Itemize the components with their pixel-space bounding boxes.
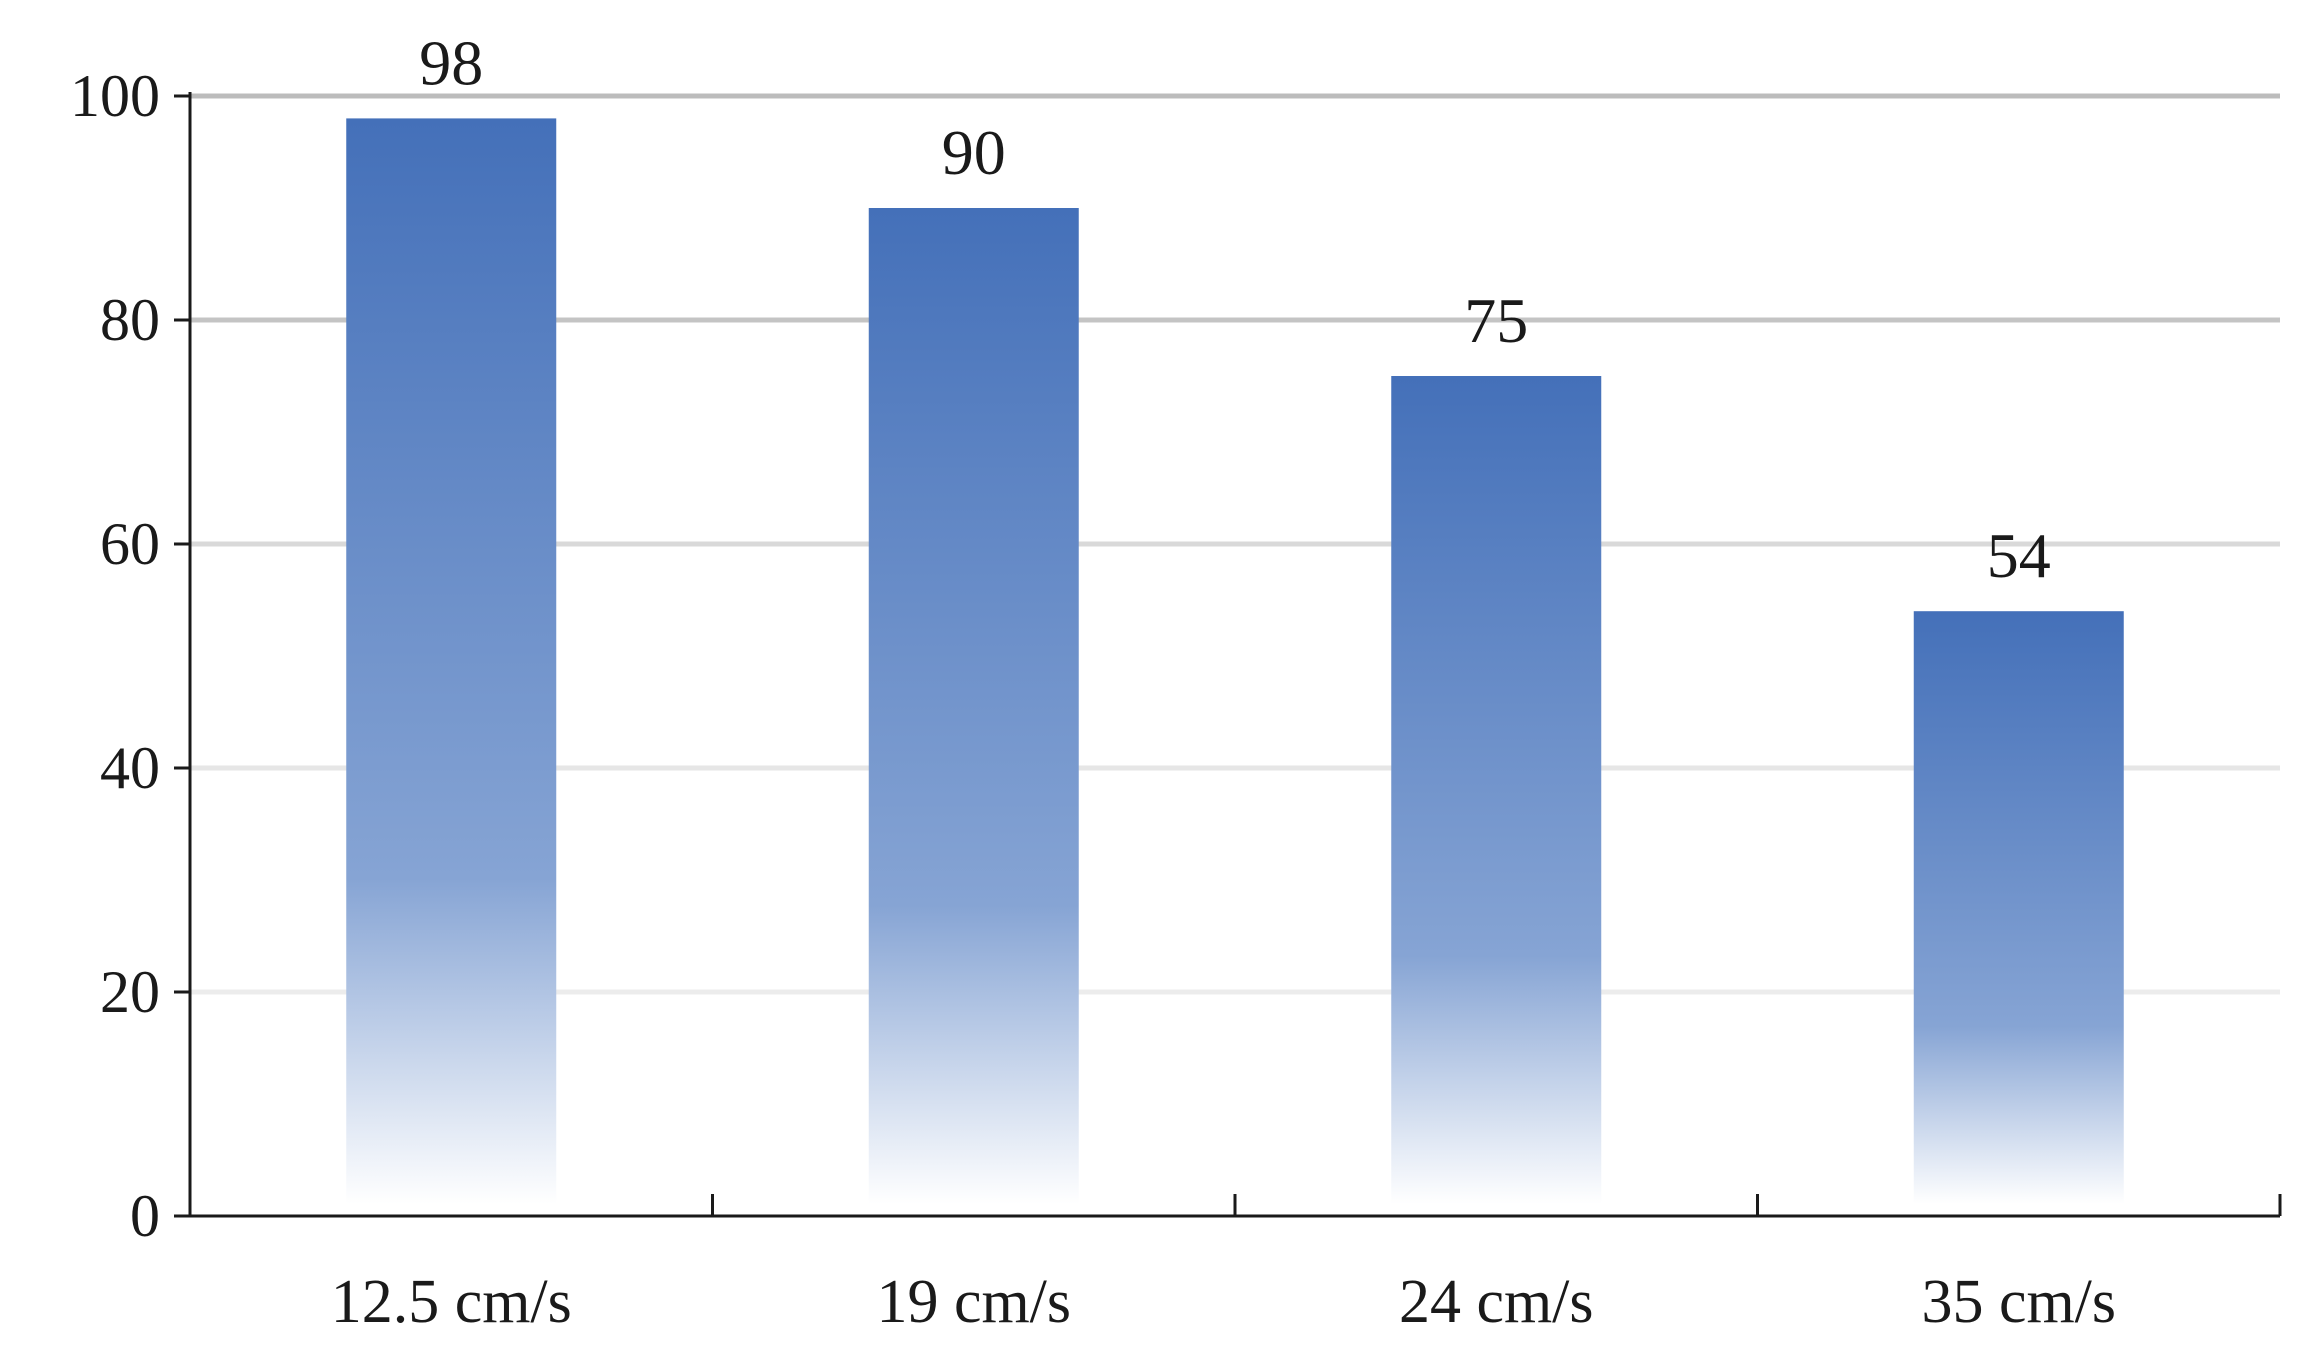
data-label-3: 54: [1987, 520, 2051, 591]
data-label-1: 90: [942, 117, 1006, 188]
bar-0: [346, 118, 557, 1204]
x-category-label-3: 35 cm/s: [1921, 1268, 2116, 1336]
bar-3: [1913, 611, 2124, 1204]
data-label-0: 98: [419, 27, 483, 98]
y-tick-label-0: 0: [130, 1183, 160, 1249]
y-tick-label-2: 40: [100, 735, 160, 801]
labels: 0 20 40 60 80 100 98 12.5 cm/s 90 19 cm/s 75 24 cm/…: [70, 27, 2116, 1336]
x-category-label-2: 24 cm/s: [1399, 1268, 1594, 1336]
y-tick-label-1: 20: [100, 959, 160, 1025]
x-category-label-0: 12.5 cm/s: [331, 1268, 572, 1336]
x-category-label-1: 19 cm/s: [876, 1268, 1071, 1336]
y-tick-label-5: 100: [70, 63, 160, 129]
bar-2: [1391, 376, 1602, 1204]
bar-1: [868, 208, 1079, 1204]
bars: [346, 118, 2124, 1204]
axes: [174, 92, 2282, 1218]
y-tick-label-3: 60: [100, 511, 160, 577]
data-label-2: 75: [1464, 285, 1528, 356]
y-tick-label-4: 80: [100, 287, 160, 353]
